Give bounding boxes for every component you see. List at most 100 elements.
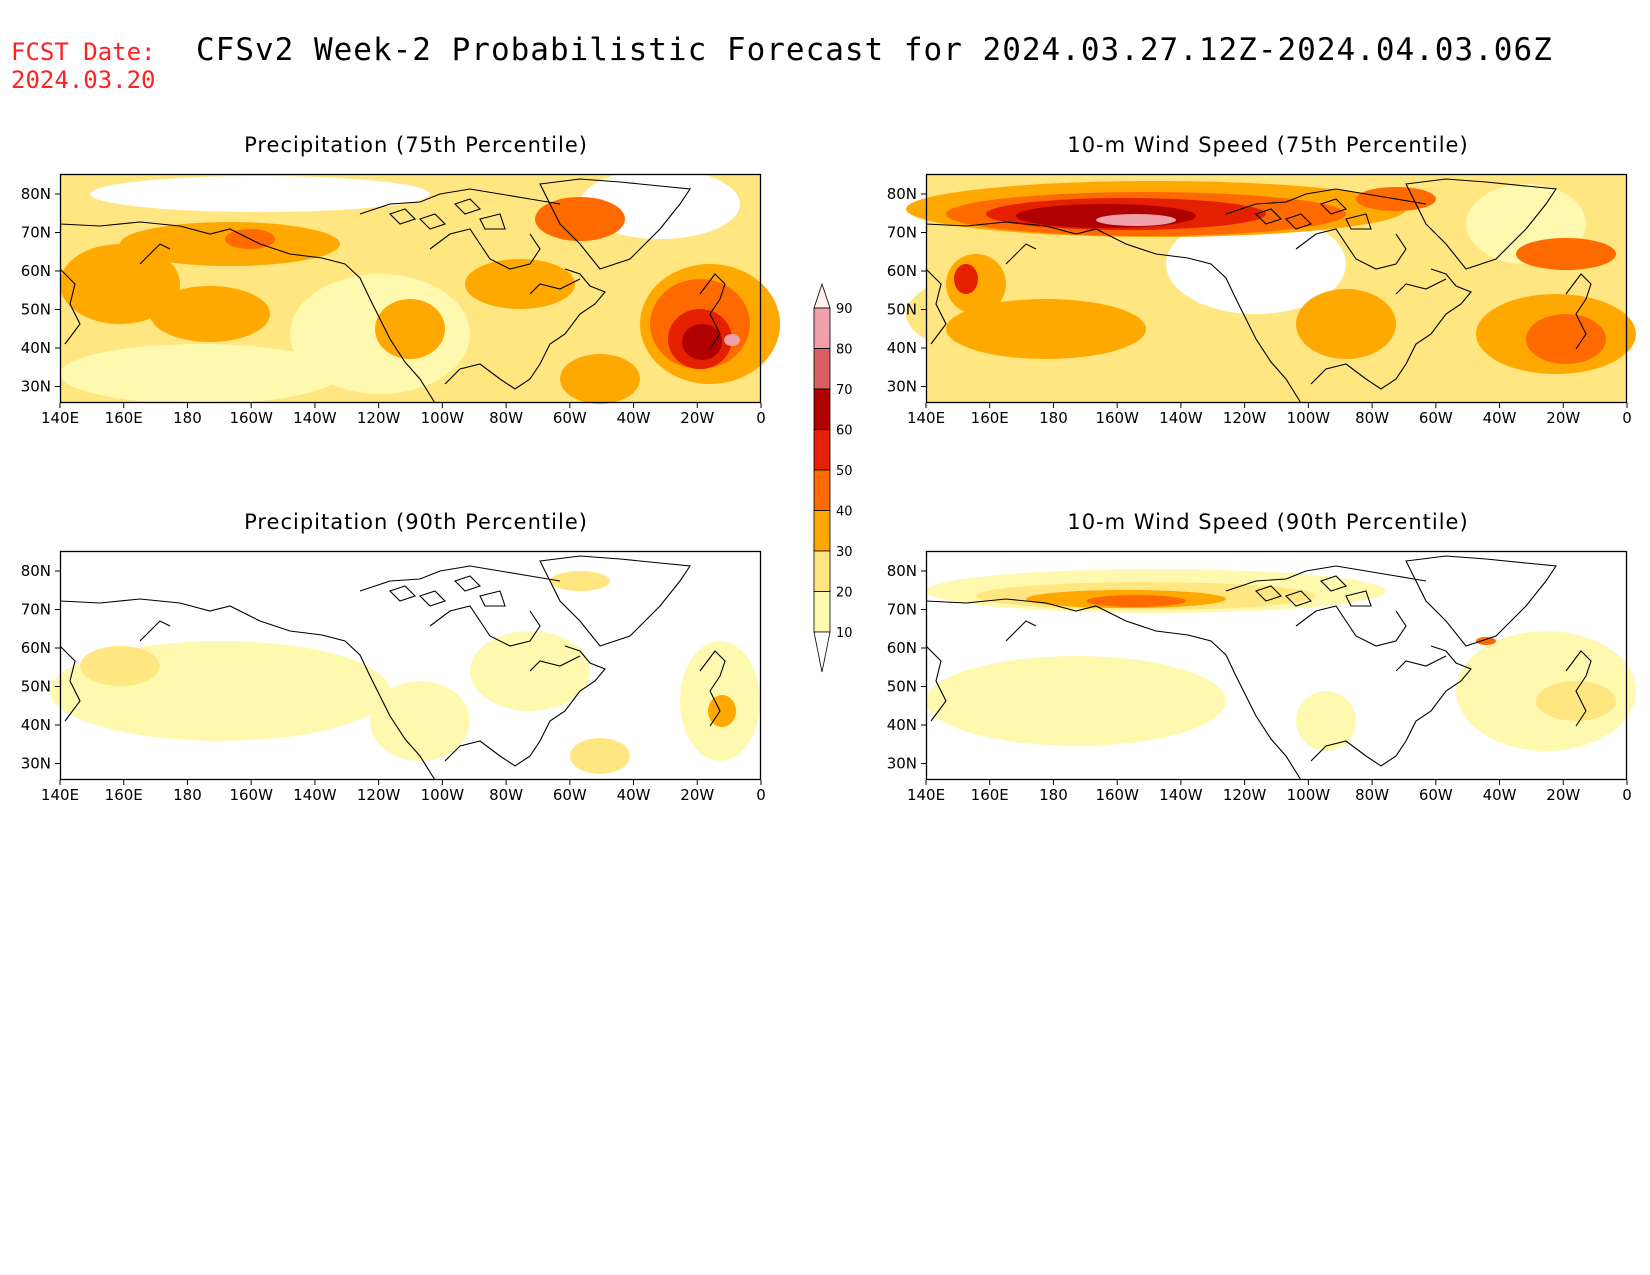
lon-tick-label: 100W xyxy=(1287,409,1331,427)
lat-tick-label: 40N xyxy=(887,339,917,357)
lon-tick-label: 140W xyxy=(1159,786,1203,804)
coastline xyxy=(59,221,436,404)
lon-tick-label: 20W xyxy=(1546,409,1580,427)
coastline xyxy=(1405,178,1557,270)
lon-tick-label: 180 xyxy=(173,786,202,804)
panel-title-wind-90: 10-m Wind Speed (90th Percentile) xyxy=(1067,510,1469,534)
lat-tick-label: 30N xyxy=(887,378,917,396)
probability-area xyxy=(535,197,625,241)
panel-title-wind-75: 10-m Wind Speed (75th Percentile) xyxy=(1067,133,1469,157)
lon-tick-label: 80W xyxy=(489,786,523,804)
lon-tick-label: 140E xyxy=(907,409,945,427)
probability-area xyxy=(1536,681,1616,721)
colorbar-bottom-arrow xyxy=(813,631,831,673)
coastline xyxy=(529,278,581,295)
colorbar-label: 10 xyxy=(836,626,853,641)
probability-area xyxy=(375,299,445,359)
lat-tick-label: 80N xyxy=(21,562,51,580)
lon-tick-label: 60W xyxy=(553,786,587,804)
lat-tick-label: 40N xyxy=(887,716,917,734)
coastline xyxy=(479,213,506,230)
coastline xyxy=(1225,565,1427,592)
coastline xyxy=(1565,273,1592,350)
coastline xyxy=(699,273,726,350)
lat-tick-label: 50N xyxy=(887,678,917,696)
lat-tick-label: 50N xyxy=(21,301,51,319)
colorbar-label: 30 xyxy=(836,545,853,560)
coastline xyxy=(529,655,581,672)
lon-tick-label: 80W xyxy=(1355,786,1389,804)
lon-tick-label: 160W xyxy=(1095,786,1139,804)
lon-tick-label: 160E xyxy=(971,786,1009,804)
colorbar-swatch xyxy=(813,307,831,349)
colorbar-label: 70 xyxy=(836,383,853,398)
map-wind-90: 140E 160E 180 160W 140W 120W 100W 80W 60W 40W 20W 0… xyxy=(887,550,1636,804)
colorbar-label: 90 xyxy=(836,302,853,317)
lon-tick-label: 60W xyxy=(1419,409,1453,427)
coastline xyxy=(1319,198,1348,215)
map-frame xyxy=(59,550,762,781)
map-frame xyxy=(925,173,1628,404)
probability-area xyxy=(682,324,722,360)
map-frame xyxy=(925,550,1628,781)
map-precip-75: 140E 160E 180 160W 140W 120W 100W 80W 60W 40W 20W 0… xyxy=(21,169,780,427)
lon-tick-label: 120W xyxy=(1223,409,1267,427)
coastline xyxy=(359,565,561,592)
lat-tick-label: 30N xyxy=(21,755,51,773)
coastline xyxy=(1295,605,1407,647)
colorbar-label: 80 xyxy=(836,343,853,358)
lon-tick-label: 60W xyxy=(1419,786,1453,804)
field-layer xyxy=(50,551,761,780)
lon-tick-label: 40W xyxy=(617,786,651,804)
lon-tick-label: 160E xyxy=(105,409,143,427)
coastline xyxy=(925,598,1302,781)
lat-tick-label: 30N xyxy=(21,378,51,396)
lon-tick-label: 160W xyxy=(229,786,273,804)
colorbar-swatch xyxy=(813,469,831,511)
lon-tick-label: 140E xyxy=(41,786,79,804)
coastline xyxy=(429,228,541,270)
lon-tick-label: 0 xyxy=(756,409,766,427)
coastline xyxy=(1254,585,1283,602)
lat-tick-label: 30N xyxy=(887,755,917,773)
lat-tick-label: 60N xyxy=(887,262,917,280)
colorbar-label: 20 xyxy=(836,586,853,601)
lon-tick-label: 100W xyxy=(421,409,465,427)
lon-tick-label: 40W xyxy=(1483,786,1517,804)
lon-tick-label: 80W xyxy=(489,409,523,427)
lon-tick-label: 140W xyxy=(1159,409,1203,427)
probability-area xyxy=(560,354,640,404)
coastline xyxy=(1225,188,1427,215)
probability-area xyxy=(1296,691,1356,751)
lon-tick-label: 160E xyxy=(971,409,1009,427)
coastline xyxy=(388,585,417,602)
coastline xyxy=(453,575,482,592)
coastline xyxy=(1284,590,1313,607)
coastline xyxy=(539,178,691,270)
probability-area xyxy=(1526,314,1606,364)
colorbar-swatch xyxy=(813,388,831,430)
lon-tick-label: 180 xyxy=(1039,409,1068,427)
lat-tick-label: 70N xyxy=(21,601,51,619)
coastline xyxy=(1310,645,1472,767)
coastline xyxy=(1565,650,1592,727)
coastline xyxy=(1295,228,1407,270)
coastline xyxy=(925,268,947,345)
coastline xyxy=(139,243,171,265)
probability-area xyxy=(926,656,1226,746)
lon-tick-label: 0 xyxy=(1622,786,1632,804)
lon-tick-label: 140W xyxy=(293,786,337,804)
lon-tick-label: 80W xyxy=(1355,409,1389,427)
colorbar-swatch xyxy=(813,591,831,633)
lat-tick-label: 60N xyxy=(887,639,917,657)
colorbar-label: 60 xyxy=(836,424,853,439)
lon-tick-label: 120W xyxy=(357,409,401,427)
coastline xyxy=(1345,213,1372,230)
lat-tick-label: 80N xyxy=(21,185,51,203)
coastline xyxy=(444,268,606,390)
coastline xyxy=(925,645,947,722)
coastline xyxy=(1005,620,1037,642)
map-wind-75: 140E 160E 180 160W 140W 120W 100W 80W 60W 40W 20W 0… xyxy=(887,173,1636,427)
coastline xyxy=(418,213,447,230)
probability-area xyxy=(1096,214,1176,226)
